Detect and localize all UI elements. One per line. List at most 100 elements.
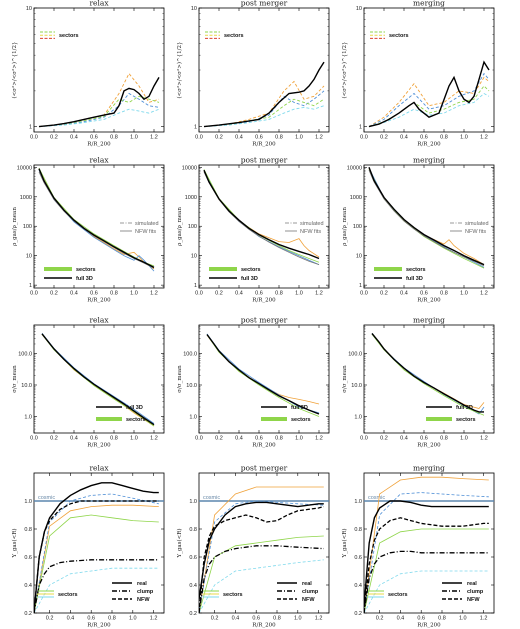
y-tick-label: 0.6: [24, 555, 32, 561]
y-tick-label: 100.0: [18, 351, 32, 357]
x-tick-label: 0.0: [360, 291, 368, 297]
series-line-nfw-fit: [203, 171, 320, 265]
legend-full-3d: full 3D: [241, 276, 258, 282]
x-axis-label: R/R_200: [252, 443, 276, 449]
x-tick-label: 1.2: [315, 135, 323, 141]
x-tick-label: 1.0: [294, 616, 302, 622]
series-line-sector-2: [203, 170, 320, 265]
y-tick-label: 1: [194, 125, 197, 131]
panel-frame: [33, 7, 165, 133]
legend-swatch-sectors: [209, 267, 237, 271]
series-line-sector-1: [199, 486, 324, 613]
series-line-sector-2: [34, 493, 159, 613]
x-tick-label: 1.0: [295, 436, 303, 442]
y-tick-label: 1.0: [189, 499, 197, 505]
y-tick-label: 1000: [350, 195, 362, 201]
y-tick-label: 1: [359, 125, 362, 131]
y-axis-label: (<σ²>/<σ²>)^{1/2}: [176, 42, 183, 99]
legend-clump: clump: [467, 589, 484, 595]
panel-frame: [363, 472, 495, 614]
x-tick-label: 0.2: [376, 616, 384, 622]
y-tick-label: 100.0: [183, 351, 197, 357]
x-tick-label: 0.6: [255, 135, 263, 141]
x-tick-label: 0.2: [380, 436, 388, 442]
x-tick-label: 1.0: [129, 616, 137, 622]
x-tick-label: 1.2: [150, 135, 158, 141]
x-tick-label: 0.2: [215, 436, 223, 442]
legend-sectors: sectors: [388, 592, 408, 598]
y-tick-label: 10000: [347, 165, 362, 171]
legend-swatch-sectors: [96, 417, 122, 421]
series-line-sector-2: [371, 332, 485, 415]
series-line-sector-1: [364, 476, 489, 613]
series-line-sector-1: [38, 169, 155, 270]
x-tick-label: 1.2: [480, 436, 488, 442]
y-axis-label: (<σ²>/<σ²>)^{1/2}: [341, 42, 348, 99]
legend-sectors: sectors: [223, 592, 243, 598]
x-tick-label: 0.6: [255, 291, 263, 297]
x-tick-label: 0.6: [420, 436, 428, 442]
x-tick-label: 0.2: [380, 291, 388, 297]
x-tick-label: 1.0: [459, 616, 467, 622]
y-tick-label: 10: [191, 254, 197, 260]
panel-0-2: merging 0.0 0.2 0.4 0.6 0.8 1.0 1.2 R/R_200 1 10 (<…: [341, 0, 495, 148]
x-tick-label: 0.4: [400, 135, 408, 141]
x-tick-label: 0.2: [380, 135, 388, 141]
x-tick-label: 0.4: [235, 291, 243, 297]
series-line-nfw-fit: [368, 170, 485, 267]
x-tick-label: 0.8: [275, 291, 283, 297]
legend-clump: clump: [137, 589, 154, 595]
x-tick-label: 1.0: [130, 291, 138, 297]
x-tick-label: 0.8: [110, 291, 118, 297]
x-axis-label: R/R_200: [417, 142, 441, 148]
panel-3-0: relax 0.2 0.4 0.6 0.8 1.0 1.2 R/R_200 0.2 0.4 0.6 0…: [11, 464, 165, 629]
series-line-full-3d: [368, 167, 485, 266]
x-axis-label: R/R_200: [252, 298, 276, 304]
x-tick-label: 0.2: [215, 291, 223, 297]
legend-full-3d: full 3D: [76, 276, 93, 282]
legend-real: real: [302, 581, 312, 587]
y-tick-label: 10.0: [351, 383, 362, 389]
x-tick-label: 0.2: [50, 135, 58, 141]
x-tick-label: 0.0: [195, 135, 203, 141]
y-tick-label: 0.8: [354, 527, 362, 533]
y-tick-label: 10: [356, 254, 362, 260]
panel-2-2: merging 0.0 0.2 0.4 0.6 0.8 1.0 1.2 R/R_200 1.0 10…: [342, 316, 495, 449]
series-line-nfw: [364, 517, 489, 613]
y-axis-label: σ/σ_mean: [342, 365, 348, 393]
x-tick-label: 1.0: [130, 135, 138, 141]
x-tick-label: 0.0: [360, 436, 368, 442]
series-line-sector-2: [199, 500, 324, 613]
y-tick-label: 10.0: [186, 383, 197, 389]
legend-sectors: sectors: [291, 417, 311, 423]
x-axis-label: R/R_200: [417, 443, 441, 449]
y-axis-label: Y_gas(<R): [11, 528, 18, 558]
y-tick-label: 0.6: [354, 555, 362, 561]
x-tick-label: 0.8: [108, 616, 116, 622]
series-line-sector-1: [41, 334, 155, 427]
panel-frame: [33, 472, 165, 614]
legend-nfw: NFW: [467, 597, 480, 603]
series-line-sector-2: [206, 333, 320, 414]
panel-0-0: relax 0.0 0.2 0.4 0.6 0.8 1.0 1.2 R/R_200 1 10 (<σ²…: [11, 0, 165, 148]
series-line-full-3d: [203, 61, 325, 128]
legend-simulated: simulated: [135, 221, 159, 227]
x-tick-label: 0.4: [70, 135, 78, 141]
series-line-sector-3: [41, 333, 155, 427]
y-tick-label: 100: [23, 224, 32, 230]
legend-simulated: simulated: [465, 221, 489, 227]
panel-title: relax: [89, 156, 109, 165]
y-axis-label: Y_gas(<R): [176, 528, 183, 558]
legend-sectors: sectors: [456, 417, 476, 423]
legend-sectors: sectors: [389, 33, 409, 39]
panel-title: relax: [89, 0, 109, 8]
y-axis-label: ρ_gas/ρ_mean: [12, 207, 18, 246]
x-tick-label: 0.4: [70, 291, 78, 297]
y-tick-label: 1.0: [354, 499, 362, 505]
legend-full-3d: full 3D: [126, 405, 143, 411]
cosmic-label: cosmic: [38, 495, 55, 501]
series-line-sector-4: [368, 92, 490, 128]
y-axis-label: ρ_gas/ρ_mean: [177, 207, 183, 246]
x-tick-label: 0.6: [87, 616, 95, 622]
y-tick-label: 10: [356, 6, 362, 12]
